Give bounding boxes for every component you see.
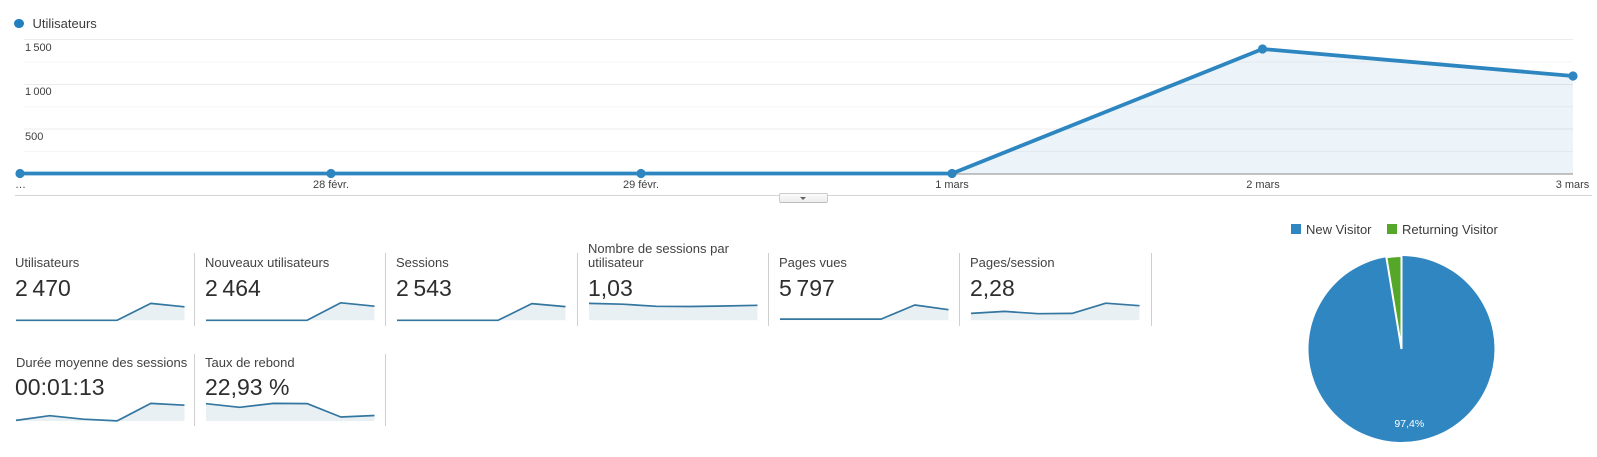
- svg-text:97,4%: 97,4%: [1394, 418, 1424, 430]
